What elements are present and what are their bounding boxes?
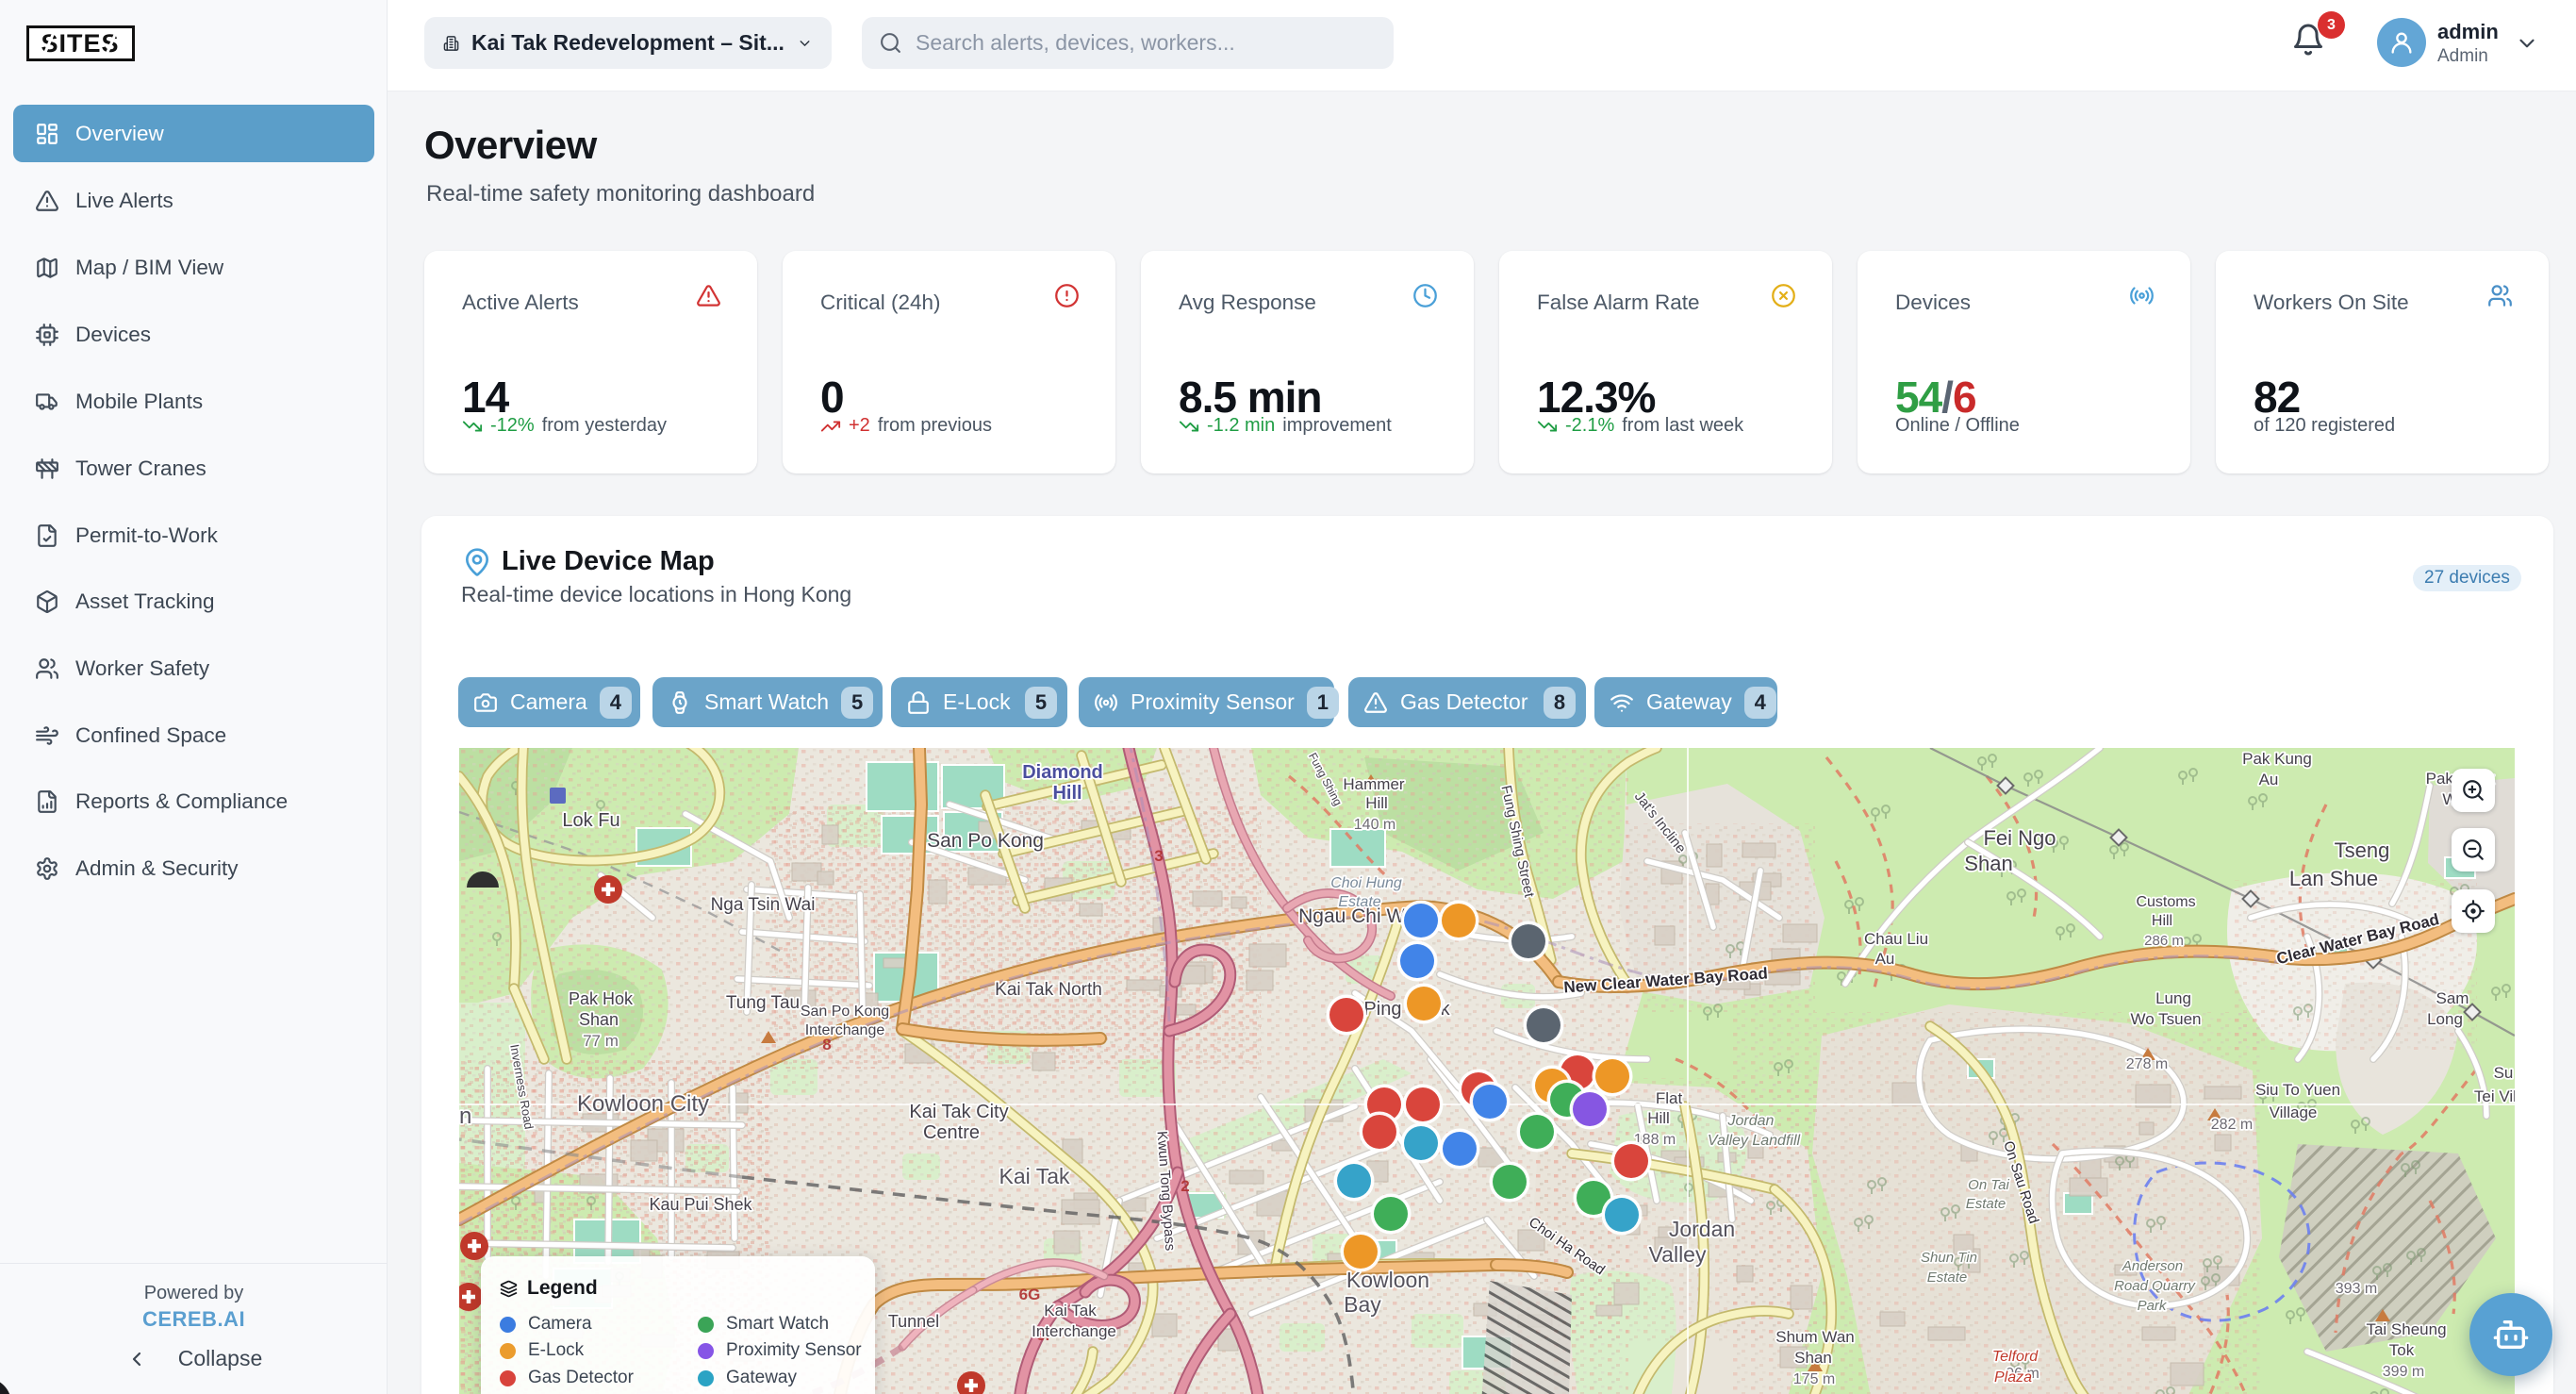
svg-text:278 m: 278 m [2126, 1056, 2168, 1072]
svg-text:Shan: Shan [1794, 1349, 1832, 1367]
svg-text:Interchange: Interchange [1032, 1322, 1116, 1340]
svg-text:Customs: Customs [2136, 894, 2195, 910]
svg-text:Hill: Hill [1647, 1109, 1670, 1127]
svg-text:Lok Fu: Lok Fu [562, 810, 619, 831]
svg-text:Kowloon City: Kowloon City [577, 1091, 709, 1117]
svg-text:Tei Villa: Tei Villa [2474, 1087, 2515, 1105]
svg-text:Shan: Shan [579, 1010, 619, 1029]
svg-text:Diamond: Diamond [1022, 762, 1103, 783]
svg-text:Kai Tak: Kai Tak [1044, 1302, 1097, 1319]
svg-text:175 m: 175 m [1793, 1371, 1835, 1387]
svg-text:Valley Landfill: Valley Landfill [1708, 1133, 1801, 1149]
svg-text:Tok: Tok [2389, 1341, 2415, 1359]
svg-text:8: 8 [822, 1036, 831, 1054]
svg-text:Kai Tak North: Kai Tak North [995, 980, 1102, 1000]
svg-text:Valley: Valley [1649, 1242, 1707, 1267]
svg-text:140 m: 140 m [1354, 817, 1395, 833]
svg-text:Tunnel: Tunnel [888, 1312, 939, 1331]
svg-text:Shun Tin: Shun Tin [1921, 1250, 1977, 1266]
svg-text:Plaza: Plaza [1994, 1369, 2032, 1386]
svg-text:286 m: 286 m [2144, 933, 2184, 949]
svg-text:Jordan: Jordan [1669, 1217, 1735, 1241]
svg-text:6F: 6F [1036, 1326, 1055, 1344]
svg-text:Au: Au [1875, 950, 1895, 968]
svg-text:Tung Tau: Tung Tau [726, 993, 800, 1013]
svg-text:Long: Long [2427, 1010, 2463, 1028]
svg-text:Chau Liu: Chau Liu [1864, 930, 1928, 948]
svg-text:Nga Tsin Wai: Nga Tsin Wai [711, 895, 816, 915]
svg-text:Hill: Hill [1365, 794, 1388, 812]
svg-text:Park: Park [2138, 1298, 2168, 1314]
svg-text:399 m: 399 m [2383, 1364, 2424, 1380]
svg-text:San Po Kong: San Po Kong [927, 830, 1044, 852]
svg-text:Hill: Hill [1052, 783, 1082, 804]
svg-text:On Tai: On Tai [1968, 1177, 2009, 1193]
svg-text:Interchange: Interchange [805, 1022, 885, 1038]
svg-text:393 m: 393 m [2336, 1281, 2377, 1297]
svg-text:Kai Tak: Kai Tak [999, 1164, 1070, 1188]
svg-text:Village: Village [2270, 1104, 2318, 1121]
svg-text:Hill: Hill [2152, 913, 2172, 929]
svg-text:Shum Wan: Shum Wan [1775, 1328, 1854, 1346]
svg-text:Choi Hung: Choi Hung [1330, 875, 1402, 891]
svg-text:Jordan: Jordan [1727, 1113, 1775, 1129]
svg-text:Au: Au [2259, 771, 2279, 788]
svg-text:Tai Sheung: Tai Sheung [2366, 1320, 2446, 1338]
svg-text:San Po Kong: San Po Kong [801, 1004, 889, 1020]
svg-text:Estate: Estate [1966, 1196, 2006, 1212]
svg-text:Wo Tsuen: Wo Tsuen [2131, 1010, 2202, 1028]
svg-text:Estate: Estate [1338, 894, 1380, 910]
svg-text:Pak Hok: Pak Hok [569, 989, 634, 1008]
svg-text:Sam: Sam [2436, 989, 2469, 1007]
svg-text:Flat: Flat [1656, 1089, 1683, 1107]
svg-text:Kai Tak City: Kai Tak City [909, 1102, 1008, 1122]
svg-text:282 m: 282 m [2211, 1117, 2253, 1133]
svg-text:3: 3 [1154, 847, 1163, 865]
svg-text:Su: Su [2494, 1064, 2514, 1082]
svg-text:Shan: Shan [1964, 852, 2012, 875]
svg-text:Siu To Yuen: Siu To Yuen [2255, 1081, 2340, 1099]
svg-text:Estate: Estate [1927, 1270, 1968, 1286]
svg-text:Pak Kung: Pak Kung [2242, 750, 2312, 768]
svg-text:188 m: 188 m [1634, 1132, 1676, 1148]
svg-text:Telford: Telford [1992, 1349, 2039, 1365]
svg-text:Bay: Bay [1344, 1292, 1381, 1317]
svg-text:Lung: Lung [2155, 989, 2191, 1007]
svg-text:Lan Shue: Lan Shue [2289, 867, 2378, 890]
svg-text:Hammer: Hammer [1343, 775, 1405, 793]
svg-text:Kau Pui Shek: Kau Pui Shek [649, 1195, 752, 1214]
svg-text:Anderson: Anderson [2122, 1258, 2183, 1274]
svg-text:Fei Ngo: Fei Ngo [1983, 826, 2056, 850]
svg-text:2: 2 [1181, 1177, 1189, 1195]
svg-text:77 m: 77 m [583, 1032, 619, 1050]
svg-text:Centre: Centre [923, 1122, 980, 1143]
svg-text:on: on [459, 1104, 471, 1129]
svg-text:Road Quarry: Road Quarry [2114, 1278, 2196, 1294]
svg-text:96 m: 96 m [2006, 1366, 2039, 1382]
svg-text:Tseng: Tseng [2335, 838, 2390, 862]
svg-text:6G: 6G [1019, 1286, 1041, 1303]
